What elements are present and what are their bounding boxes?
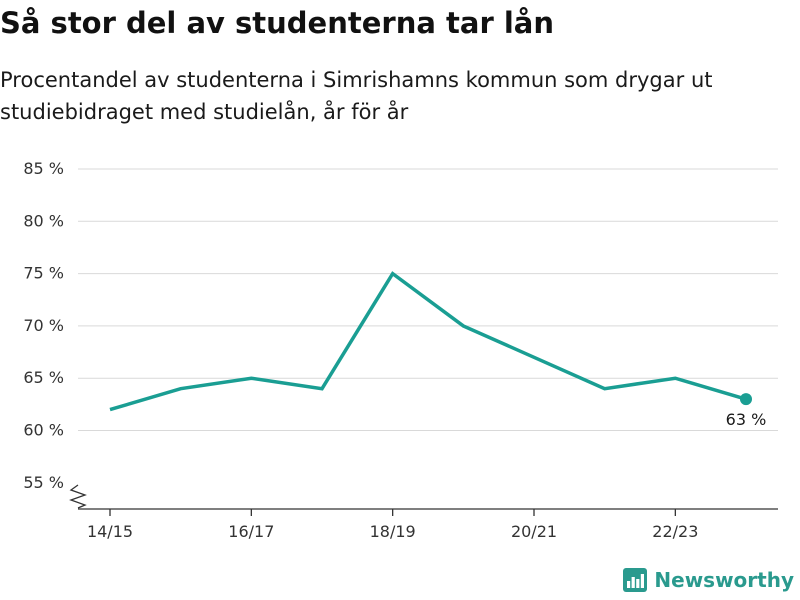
brand-name: Newsworthy (654, 568, 794, 592)
y-tick-label: 70 % (23, 316, 64, 335)
y-tick-label: 65 % (23, 368, 64, 387)
end-value-label: 63 % (726, 410, 767, 429)
x-axis: 14/15 16/17 18/19 20/21 22/23 (69, 484, 778, 541)
y-tick-label: 80 % (23, 211, 64, 230)
y-tick-label: 75 % (23, 264, 64, 283)
y-axis: 55 % 60 % 65 % 70 % 75 % 80 % 85 % (23, 159, 64, 492)
x-tick-label: 14/15 (87, 522, 133, 541)
chart-title: Så stor del av studenterna tar lån (0, 6, 555, 40)
x-tick-label: 18/19 (370, 522, 416, 541)
y-tick-label: 60 % (23, 421, 64, 440)
y-tick-label: 55 % (23, 473, 64, 492)
gridlines (78, 168, 778, 432)
newsworthy-logo: Newsworthy (623, 568, 794, 592)
bar-chart-logo-icon (623, 568, 648, 592)
chart-subtitle: Procentandel av studenterna i Simrishamn… (0, 68, 713, 124)
x-tick-label: 22/23 (652, 522, 698, 541)
series-line (109, 271, 747, 412)
axis-break-icon (69, 484, 87, 509)
y-tick-label: 85 % (23, 159, 64, 178)
end-point-marker (740, 393, 752, 406)
x-tick-label: 20/21 (511, 522, 557, 541)
x-tick-label: 16/17 (228, 522, 274, 541)
series-layer: 63 % (109, 271, 767, 429)
